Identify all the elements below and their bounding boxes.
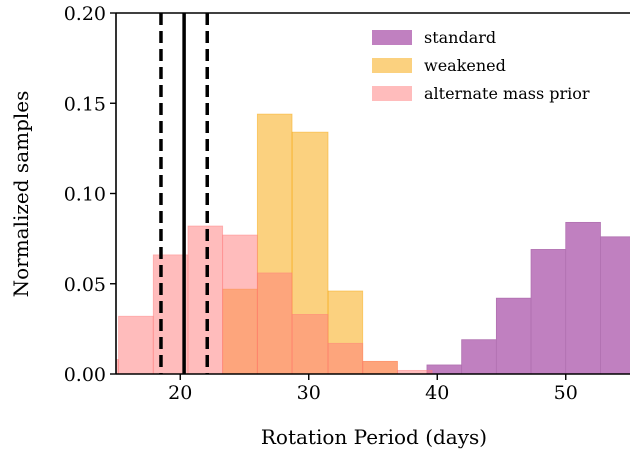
bar-alternate-mass-prior-4 xyxy=(222,234,258,374)
axes: 20 30 40 50 0.00 0.05 0.10 0.15 0.20 xyxy=(64,3,630,404)
legend: standard weakened alternate mass prior xyxy=(372,28,590,103)
y-tick-label-4: 0.20 xyxy=(64,3,106,25)
series-alternate-mass-prior xyxy=(116,225,433,374)
y-tick-label-2: 0.10 xyxy=(64,184,106,206)
x-axis-label: Rotation Period (days) xyxy=(261,425,487,449)
x-tick-label-20: 20 xyxy=(168,382,192,404)
legend-swatch xyxy=(372,58,412,73)
y-tick-label-1: 0.05 xyxy=(64,274,106,296)
x-tick-label-40: 40 xyxy=(425,382,449,404)
legend-item-alternate-mass-prior: alternate mass prior xyxy=(372,84,590,103)
bar-standard-2 xyxy=(495,297,532,374)
bar-alternate-mass-prior-5 xyxy=(256,272,293,374)
bar-alternate-mass-prior-7 xyxy=(327,342,364,374)
x-tick-label-30: 30 xyxy=(297,382,321,404)
legend-label: weakened xyxy=(424,56,506,75)
bars-layer xyxy=(116,113,630,374)
bar-alternate-mass-prior-1 xyxy=(118,315,154,374)
y-tick-label-0: 0.00 xyxy=(64,364,106,386)
bar-standard-1 xyxy=(461,339,497,374)
legend-item-weakened: weakened xyxy=(372,56,506,75)
legend-label: standard xyxy=(424,28,496,47)
legend-swatch xyxy=(372,30,412,45)
y-tick-label-3: 0.15 xyxy=(64,93,106,115)
legend-swatch xyxy=(372,86,412,101)
bar-alternate-mass-prior-9 xyxy=(397,369,433,374)
bar-alternate-mass-prior-6 xyxy=(291,314,329,374)
y-axis-label: Normalized samples xyxy=(9,91,33,298)
bar-standard-5 xyxy=(600,236,630,374)
x-tick-label-50: 50 xyxy=(554,382,578,404)
bar-standard-3 xyxy=(530,249,567,374)
bar-alternate-mass-prior-8 xyxy=(362,360,398,374)
legend-label: alternate mass prior xyxy=(424,84,590,103)
legend-item-standard: standard xyxy=(372,28,496,47)
bar-alternate-mass-prior-3 xyxy=(187,225,224,374)
series-standard xyxy=(426,221,630,374)
reference-lines xyxy=(159,13,209,374)
bar-standard-4 xyxy=(565,221,601,374)
